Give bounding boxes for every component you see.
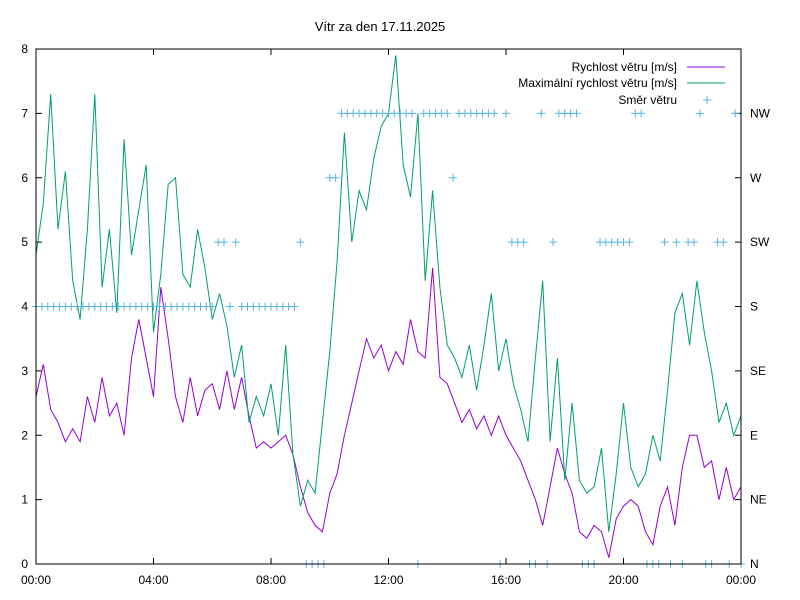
x-tick-label: 04:00 — [138, 573, 168, 587]
series-layer — [32, 55, 745, 568]
direction-point — [231, 238, 240, 247]
x-tick-label: 00:00 — [21, 573, 51, 587]
direction-point — [672, 238, 681, 247]
direction-point — [290, 302, 299, 311]
direction-point — [449, 173, 458, 182]
direction-point — [731, 109, 740, 118]
x-tick-label: 20:00 — [608, 573, 638, 587]
y-left-tick-label: 5 — [21, 235, 28, 249]
y-left-tick-label: 0 — [21, 557, 28, 571]
direction-point — [225, 302, 234, 311]
direction-point — [637, 109, 646, 118]
y-left-tick-label: 6 — [21, 171, 28, 185]
y-left-tick-label: 4 — [21, 300, 28, 314]
series-line-speed — [35, 267, 742, 558]
y-right-tick-label: E — [750, 428, 758, 442]
x-tick-label: 16:00 — [491, 573, 521, 587]
y-left-tick-label: 8 — [21, 42, 28, 56]
x-tick-label: 12:00 — [373, 573, 403, 587]
axis-ticks: 0 1 2 3 4 5 6 7 8 N NE E SE S SW W NW 00:00 04:00 08:00 12:0… — [21, 42, 771, 587]
plot-border — [35, 48, 742, 565]
legend-label-max-speed: Maximální rychlost větru [m/s] — [518, 76, 677, 90]
chart-title: Vítr za den 17.11.2025 — [315, 19, 446, 34]
y-right-tick-label: SW — [750, 235, 770, 249]
y-left-tick-label: 1 — [21, 493, 28, 507]
direction-point — [408, 109, 416, 118]
y-right-tick-label: W — [750, 171, 762, 185]
y-left-tick-label: 7 — [21, 106, 28, 120]
direction-point — [625, 238, 634, 247]
direction-point — [220, 238, 228, 247]
y-left-tick-label: 2 — [21, 428, 28, 442]
direction-point — [549, 238, 557, 247]
direction-point — [719, 238, 728, 247]
legend-swatch-direction — [703, 96, 711, 104]
legend-label-speed: Rychlost větru [m/s] — [572, 60, 677, 74]
direction-point — [208, 302, 217, 311]
y-right-tick-label: SE — [750, 364, 766, 378]
direction-point — [331, 173, 340, 182]
y-left-tick-label: 3 — [21, 364, 28, 378]
direction-point — [519, 238, 528, 247]
legend: Rychlost větru [m/s] Maximální rychlost … — [518, 60, 725, 107]
direction-point — [502, 109, 510, 118]
direction-point — [490, 109, 499, 118]
y-right-tick-label: N — [750, 557, 759, 571]
direction-point — [443, 109, 452, 118]
y-right-tick-label: S — [750, 300, 758, 314]
direction-point — [690, 238, 698, 247]
x-tick-label: 00:00 — [726, 573, 756, 587]
direction-point — [296, 238, 305, 247]
direction-point — [572, 109, 581, 118]
legend-label-direction: Směr větru — [618, 93, 677, 107]
y-right-tick-label: NW — [750, 106, 771, 120]
direction-point — [660, 238, 669, 247]
x-tick-label: 08:00 — [256, 573, 286, 587]
direction-point — [537, 109, 546, 118]
direction-point — [695, 109, 704, 118]
y-right-tick-label: NE — [750, 493, 767, 507]
